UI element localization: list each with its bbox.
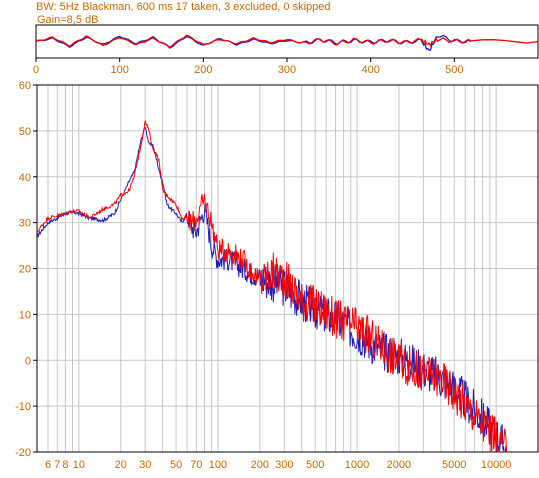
- response-x-tick-label: 30: [139, 459, 151, 471]
- response-y-tick-label: 60: [19, 80, 31, 92]
- waveform-x-tick-label: 100: [110, 64, 128, 76]
- response-x-tick-label: 300: [275, 459, 293, 471]
- response-x-tick-label: 10: [73, 459, 85, 471]
- response-y-tick-label: 30: [19, 218, 31, 230]
- response-x-tick-label: 7: [54, 459, 60, 471]
- waveform-x-tick-label: 300: [278, 64, 296, 76]
- status-text: BW: 5Hz Blackman, 600 ms 17 taken, 3 exc…: [36, 1, 331, 13]
- response-y-tick-label: 20: [19, 264, 31, 276]
- waveform-x-tick-label: 200: [194, 64, 212, 76]
- gain-label: Gain=8,5 dB: [37, 14, 99, 26]
- response-y-tick-label: 40: [19, 172, 31, 184]
- response-x-tick-label: 50: [170, 459, 182, 471]
- response-x-tick-label: 8: [62, 459, 68, 471]
- response-x-tick-label: 10000: [481, 459, 512, 471]
- response-y-tick-label: 0: [25, 355, 31, 367]
- response-x-tick-label: 100: [209, 459, 227, 471]
- response-x-tick-label: 2000: [387, 459, 411, 471]
- waveform-series-red: [35, 34, 539, 49]
- waveform-x-tick-label: 400: [361, 64, 379, 76]
- response-y-tick-label: 10: [19, 309, 31, 321]
- response-x-tick-label: 70: [190, 459, 202, 471]
- response-y-tick-label: 50: [19, 126, 31, 138]
- response-y-tick-label: -20: [15, 447, 31, 459]
- response-x-tick-label: 6: [45, 459, 51, 471]
- response-x-tick-label: 500: [306, 459, 324, 471]
- response-x-tick-label: 200: [251, 459, 269, 471]
- waveform-x-tick-label: 0: [33, 64, 39, 76]
- response-x-tick-label: 1000: [345, 459, 369, 471]
- response-x-tick-label: 20: [115, 459, 127, 471]
- response-series-red: [36, 120, 508, 453]
- response-y-tick-label: -10: [15, 401, 31, 413]
- waveform-x-tick-label: 500: [445, 64, 463, 76]
- response-x-tick-label: 5000: [442, 459, 466, 471]
